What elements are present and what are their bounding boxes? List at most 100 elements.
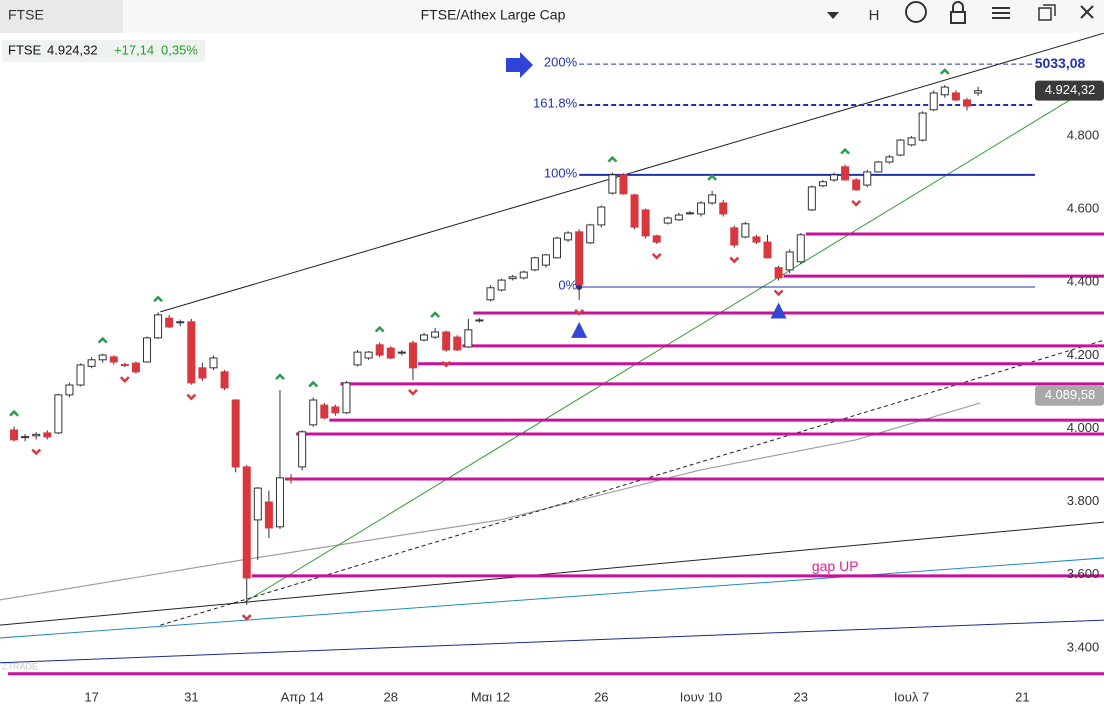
candle-body <box>309 399 318 426</box>
candle-body <box>807 186 816 211</box>
candle-body <box>464 329 473 348</box>
y-tick-label: 4.800 <box>1067 128 1100 143</box>
candle-body <box>896 139 905 156</box>
candle-body <box>874 161 883 173</box>
x-tick-label: 26 <box>594 689 608 704</box>
y-tick-label: 4.600 <box>1067 201 1100 216</box>
candle-body <box>575 231 584 286</box>
signal-down <box>441 360 452 368</box>
signal-down <box>241 614 252 621</box>
candle-body <box>918 112 927 141</box>
candle-body <box>552 237 561 259</box>
lock-shackle <box>952 1 964 12</box>
candle-body <box>242 466 251 579</box>
candle-body <box>353 351 362 366</box>
candle-body <box>708 194 717 204</box>
candle-body <box>431 331 440 338</box>
candle-body <box>453 336 462 351</box>
candle-body <box>730 227 739 246</box>
signal-up <box>707 174 718 181</box>
candle-body <box>697 202 706 215</box>
signal-up <box>275 373 285 381</box>
candle-body <box>818 181 827 187</box>
fib-label: 161.8% <box>533 95 578 110</box>
candle-body <box>320 404 329 419</box>
candle-body <box>519 271 528 279</box>
annotation: gap UP <box>812 558 859 574</box>
candle-body <box>630 194 639 228</box>
candle-body <box>54 394 63 434</box>
signal-marker <box>571 321 588 338</box>
signal-up <box>308 380 319 388</box>
candle-body <box>929 92 938 111</box>
tab[interactable] <box>0 0 123 33</box>
comment-icon[interactable] <box>905 1 927 23</box>
candle-body <box>863 171 872 186</box>
fib-label: 200% <box>544 55 578 70</box>
candle-body <box>774 267 783 279</box>
signal-marker <box>770 302 787 319</box>
candle-body <box>442 331 451 351</box>
signal-down <box>729 256 740 264</box>
signal-up <box>153 295 163 303</box>
candle-body <box>508 276 517 280</box>
x-tick-label: Ιουλ 7 <box>894 689 929 704</box>
signal-down <box>773 289 784 297</box>
quote-change-pct: 0,35% <box>161 42 198 57</box>
candle-body <box>375 344 384 356</box>
y-tick-label: 3.400 <box>1067 639 1100 654</box>
candle-body <box>541 254 550 266</box>
trendline <box>243 99 1071 604</box>
candle-body <box>253 487 262 521</box>
x-tick-label: 28 <box>384 689 398 704</box>
signal-down <box>851 200 862 207</box>
signal-down <box>119 376 130 383</box>
trendline <box>0 557 1104 639</box>
candle-body <box>674 214 683 221</box>
candle-body <box>275 477 284 528</box>
candle-body <box>10 429 19 441</box>
toolbar <box>0 0 1104 33</box>
close-icon[interactable] <box>1080 5 1094 19</box>
candle-body <box>841 166 850 181</box>
candle-body <box>397 351 406 354</box>
candle-body <box>564 232 573 241</box>
candle-body <box>342 382 351 414</box>
candle-body <box>209 357 218 369</box>
price-tag-label: 4.089,58 <box>1045 387 1096 402</box>
trendline <box>160 33 1104 313</box>
candle-body <box>143 337 152 363</box>
quote-symbol: FTSE <box>8 42 42 57</box>
x-tick-label: Μαι 12 <box>471 689 510 704</box>
candle-body <box>530 257 539 271</box>
candle-body <box>386 347 395 359</box>
candle-body <box>763 241 772 259</box>
candle-body <box>641 209 650 237</box>
candle-body <box>131 362 140 373</box>
candle-body <box>76 364 85 386</box>
fib-target-label: 5033,08 <box>1035 55 1086 71</box>
candle-body <box>154 314 163 339</box>
menu-icon[interactable] <box>992 7 1010 19</box>
candle-body <box>619 174 628 195</box>
candle-body <box>663 217 672 224</box>
candle-body <box>231 399 240 468</box>
dropdown-icon[interactable] <box>827 12 839 19</box>
candle-body <box>87 359 96 367</box>
restore-icon[interactable] <box>1038 4 1056 21</box>
price-tag <box>1035 80 1104 101</box>
x-tick-label: Ιουν 10 <box>680 689 723 704</box>
mode-button[interactable]: H <box>869 7 880 24</box>
tab-label[interactable]: FTSE <box>8 7 44 23</box>
lock-icon[interactable] <box>950 11 966 24</box>
trendline <box>160 339 1104 626</box>
plot <box>0 33 1104 676</box>
signal-up <box>97 336 108 344</box>
candle-body <box>98 354 107 361</box>
candle-body <box>264 501 273 529</box>
price-tag <box>1035 385 1104 406</box>
candle-body <box>685 212 694 215</box>
candle-body <box>287 478 296 481</box>
candle-body <box>408 342 417 369</box>
